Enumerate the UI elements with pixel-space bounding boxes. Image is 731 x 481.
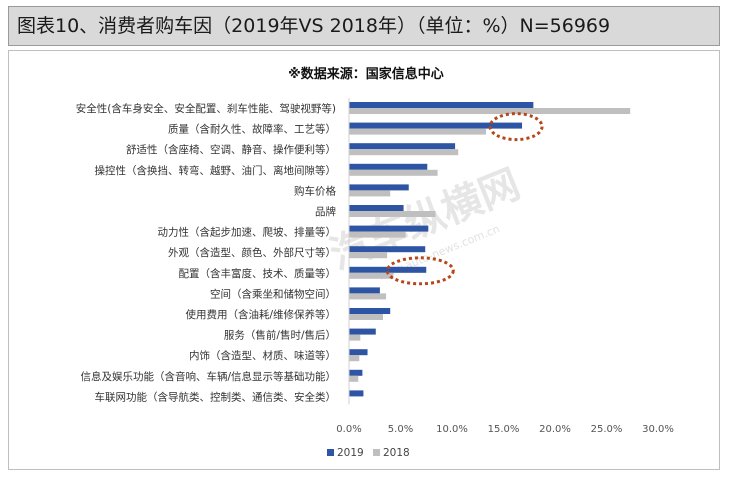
x-tick-label: 15.0%: [488, 424, 520, 435]
bar-2018: [349, 149, 459, 156]
category-label: 购车价格: [294, 184, 336, 197]
category-label: 服务（售前/售时/售后）: [224, 329, 336, 342]
bar-2019: [349, 266, 427, 273]
x-axis: 0.0% 5.0% 10.0% 15.0% 20.0% 25.0% 30.0%: [336, 424, 674, 435]
figure-title: 图表10、消费者购车因（2019年VS 2018年）（单位：%）N=56969: [8, 6, 720, 46]
bar-2019: [349, 225, 429, 232]
bar-2018: [349, 169, 438, 176]
category-label: 内饰（含造型、材质、味道等）: [189, 349, 336, 362]
category-label: 操控性（含换挡、转弯、越野、油门、离地间隙等）: [95, 164, 337, 177]
category-label: 信息及娱乐功能（含音响、车辆/信息显示等基础功能）: [80, 370, 336, 383]
bar-2018: [349, 334, 361, 341]
legend-swatch-2018: [373, 449, 380, 456]
chart-subtitle: ※数据来源：国家信息中心: [288, 66, 444, 82]
bar-2019: [349, 349, 368, 356]
category-label: 外观（含造型、颜色、外部尺寸等）: [168, 246, 336, 259]
x-tick-label: 30.0%: [642, 424, 674, 435]
bar-2018: [349, 252, 388, 259]
x-tick-label: 25.0%: [591, 424, 623, 435]
annotation-ellipse: [385, 256, 455, 286]
bar-2019: [349, 205, 404, 211]
bar-2018: [349, 355, 360, 362]
bar-2019: [349, 163, 428, 170]
category-label: 空间（含乘坐和储物空间）: [210, 287, 336, 300]
category-label: 安全性(含车身安全、安全配置、刹车性能、驾驶视野等): [76, 102, 336, 115]
category-label: 配置（含丰富度、技术、质量等）: [179, 267, 337, 280]
chart-rows: 安全性(含车身安全、安全配置、刹车性能、驾驶视野等) 质量（含耐久性、故障率、工艺…: [76, 98, 631, 405]
chart-annotations: [385, 112, 544, 286]
category-label: 动力性（含起步加速、爬坡、排量等）: [158, 226, 337, 239]
bar-2018: [349, 231, 406, 238]
bar-2018: [349, 314, 383, 320]
category-label: 质量（含耐久性、故障率、工艺等）: [168, 123, 336, 136]
legend-label-2018: 2018: [383, 447, 410, 459]
bar-2018: [349, 108, 631, 114]
bar-2019: [349, 102, 534, 108]
bar-2019: [349, 390, 364, 397]
bar-2019: [349, 328, 376, 335]
x-tick-label: 10.0%: [436, 424, 468, 435]
x-tick-label: 0.0%: [336, 424, 361, 435]
bar-2019: [349, 246, 426, 253]
x-tick-label: 20.0%: [539, 424, 571, 435]
bar-2019: [349, 369, 363, 376]
legend: 2019 2018: [327, 447, 410, 459]
bar-2019: [349, 184, 409, 191]
legend-swatch-2019: [327, 449, 334, 456]
bar-2018: [349, 293, 387, 300]
bar-2019: [349, 143, 456, 150]
x-tick-label: 5.0%: [388, 424, 413, 435]
bar-2018: [349, 128, 486, 135]
category-label: 舒适性（含座椅、空调、静音、操作便利等）: [126, 143, 336, 156]
bar-2018: [349, 190, 391, 197]
bar-2018: [349, 272, 394, 279]
category-label: 品牌: [315, 205, 336, 218]
bar-2018: [349, 375, 359, 382]
bar-2019: [349, 287, 380, 294]
bar-2019: [349, 308, 391, 314]
bar-2018: [349, 211, 436, 217]
category-label: 使用费用（含油耗/维修保养等）: [185, 308, 336, 321]
annotation-ellipse: [488, 112, 544, 142]
category-label: 车联网功能（含导航类、控制类、通信类、安全类）: [95, 390, 337, 403]
bar-2019: [349, 122, 523, 129]
chart-area: [8, 50, 720, 470]
legend-label-2019: 2019: [337, 447, 364, 459]
